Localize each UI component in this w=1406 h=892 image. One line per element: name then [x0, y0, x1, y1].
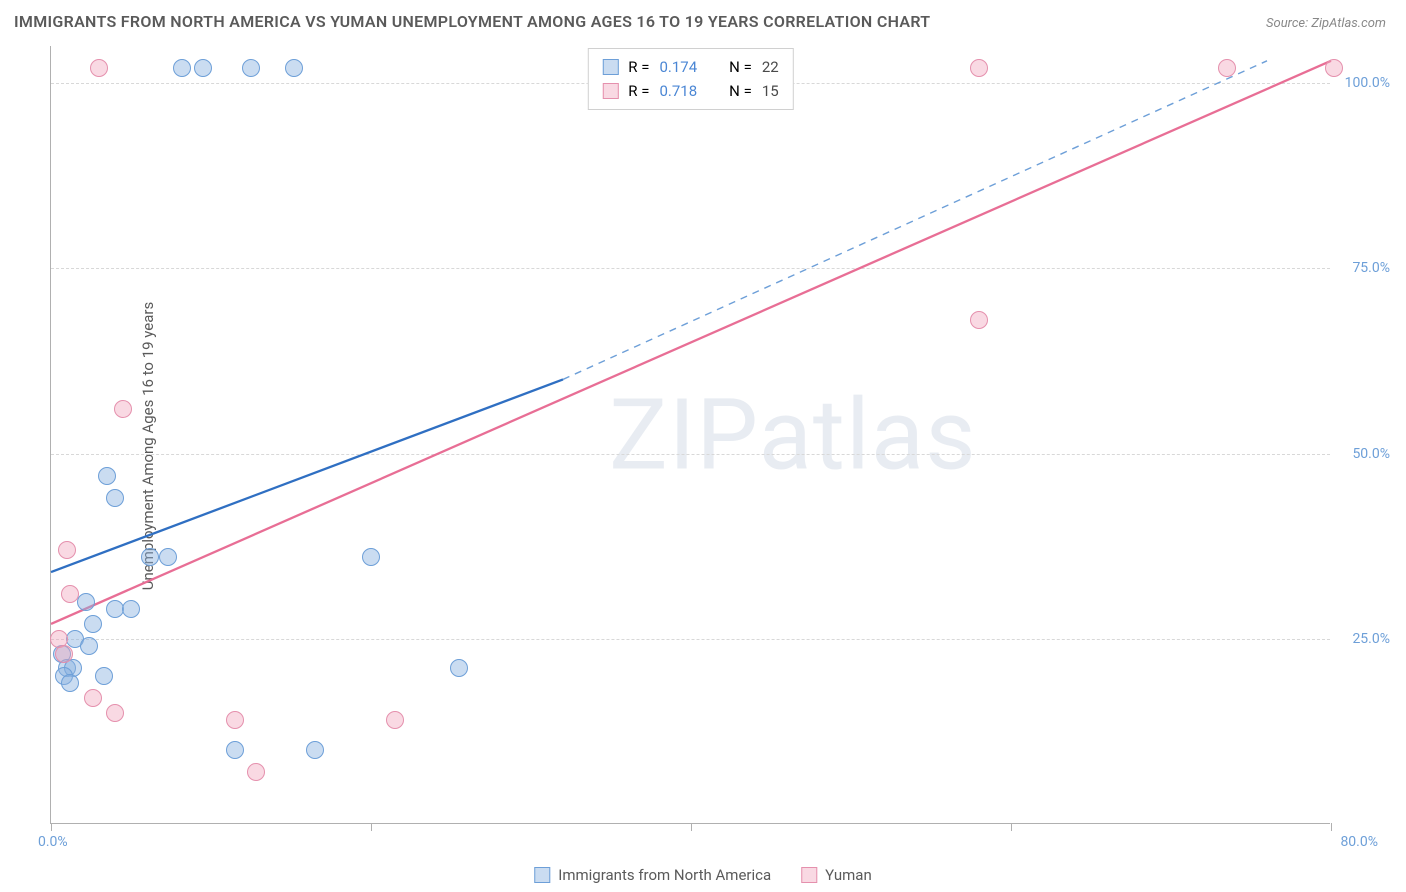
scatter-point — [1325, 59, 1343, 77]
trend-line — [51, 61, 1331, 624]
scatter-point — [58, 541, 76, 559]
chart-title: IMMIGRANTS FROM NORTH AMERICA VS YUMAN U… — [14, 12, 930, 31]
legend-label: Yuman — [825, 866, 872, 884]
n-label: N = — [729, 55, 752, 79]
scatter-point — [247, 763, 265, 781]
y-tick-label: 75.0% — [1335, 260, 1390, 276]
trend-lines — [51, 46, 1331, 824]
legend-swatch — [602, 59, 618, 75]
scatter-point — [970, 59, 988, 77]
scatter-point — [84, 689, 102, 707]
legend-row: R = 0.174 N = 22 — [602, 55, 778, 79]
n-value: 15 — [762, 79, 779, 103]
scatter-point — [61, 674, 79, 692]
legend-swatch — [801, 867, 817, 883]
legend-item: Yuman — [801, 866, 872, 884]
scatter-point — [84, 615, 102, 633]
scatter-point — [122, 600, 140, 618]
x-tick — [1331, 823, 1332, 831]
legend-label: Immigrants from North America — [558, 866, 771, 884]
r-value: 0.174 — [659, 55, 697, 79]
x-tick — [51, 823, 52, 831]
scatter-point — [362, 548, 380, 566]
legend-row: R = 0.718 N = 15 — [602, 79, 778, 103]
scatter-point — [970, 311, 988, 329]
scatter-point — [55, 645, 73, 663]
scatter-point — [226, 741, 244, 759]
scatter-point — [61, 585, 79, 603]
scatter-point — [450, 659, 468, 677]
scatter-point — [306, 741, 324, 759]
y-tick-label: 25.0% — [1335, 631, 1390, 647]
y-tick-label: 100.0% — [1335, 75, 1390, 91]
scatter-point — [95, 667, 113, 685]
n-value: 22 — [762, 55, 779, 79]
x-tick-label-min: 0.0% — [38, 834, 68, 850]
scatter-point — [114, 400, 132, 418]
scatter-point — [106, 704, 124, 722]
legend-swatch — [534, 867, 550, 883]
n-label: N = — [729, 79, 752, 103]
scatter-point — [159, 548, 177, 566]
scatter-point — [386, 711, 404, 729]
scatter-point — [98, 467, 116, 485]
r-value: 0.718 — [659, 79, 697, 103]
plot-area: ZIPatlas 25.0%50.0%75.0%100.0% R =0.174N… — [50, 46, 1330, 824]
scatter-point — [226, 711, 244, 729]
source-attribution: Source: ZipAtlas.com — [1266, 16, 1386, 31]
series-legend: Immigrants from North America Yuman — [534, 866, 871, 884]
scatter-point — [242, 59, 260, 77]
x-tick — [371, 823, 372, 831]
scatter-point — [285, 59, 303, 77]
scatter-point — [141, 548, 159, 566]
r-label: R = — [628, 79, 649, 103]
scatter-point — [173, 59, 191, 77]
scatter-point — [1218, 59, 1236, 77]
scatter-point — [194, 59, 212, 77]
scatter-point — [90, 59, 108, 77]
x-tick — [1011, 823, 1012, 831]
legend-item: Immigrants from North America — [534, 866, 771, 884]
correlation-legend: R = 0.174 N = 22 R = 0.718 N = 15 — [587, 48, 793, 110]
r-label: R = — [628, 55, 649, 79]
scatter-point — [80, 637, 98, 655]
x-tick — [691, 823, 692, 831]
x-tick-label-max: 80.0% — [1340, 834, 1378, 850]
legend-swatch — [602, 83, 618, 99]
scatter-point — [77, 593, 95, 611]
scatter-point — [106, 489, 124, 507]
y-tick-label: 50.0% — [1335, 446, 1390, 462]
